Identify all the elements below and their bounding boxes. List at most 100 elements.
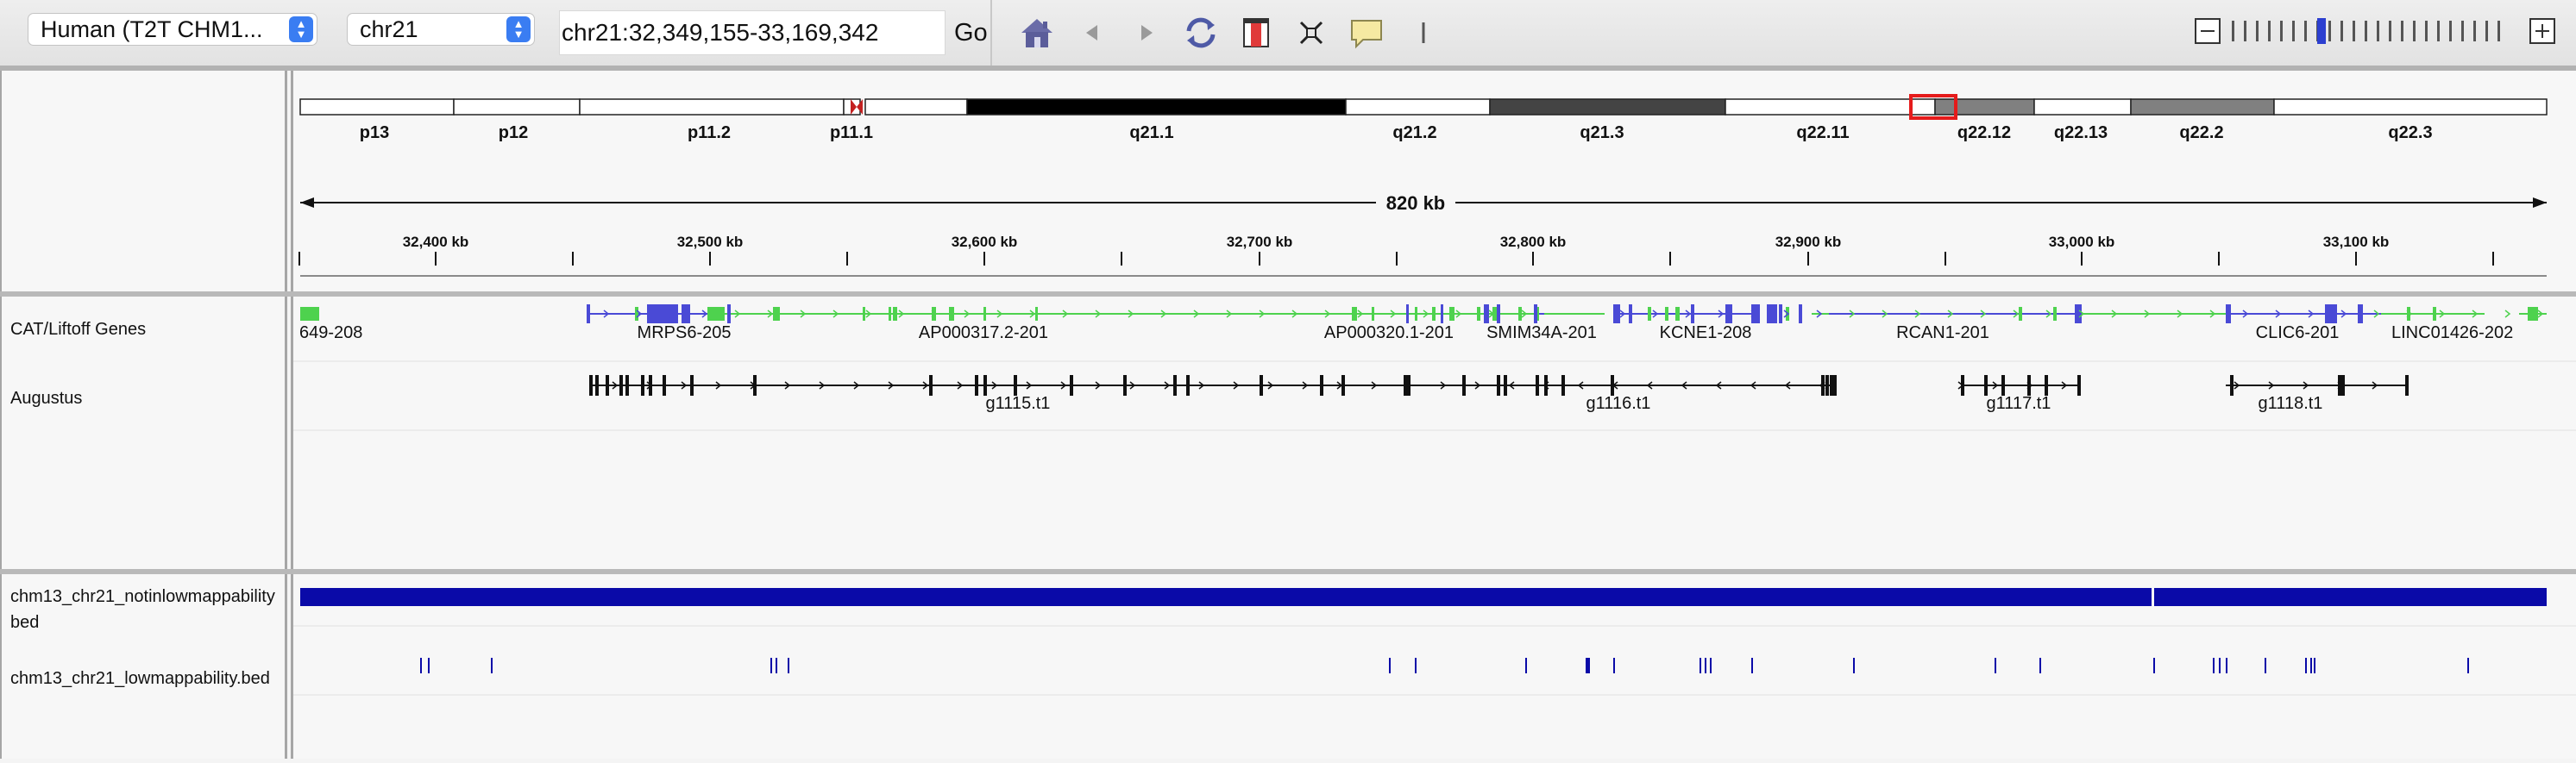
centromere-marker [851,99,863,115]
strand-arrow-icon [922,381,929,390]
zoom-level-tick[interactable] [2280,21,2283,41]
bed-feature [1710,658,1712,673]
strand-arrow-icon [1718,310,1725,318]
strand-arrow-icon [1474,381,1481,390]
strand-arrow-icon [1324,310,1331,318]
go-button[interactable]: Go [954,19,988,47]
augustus-exon [1070,375,1073,396]
zoom-level-tick[interactable] [2256,21,2259,41]
bed-feature [2213,658,2215,673]
zoom-level-tick[interactable] [2328,21,2331,41]
strand-arrow-icon [612,381,619,390]
gene-exon [682,304,690,323]
band-label: q22.12 [1957,123,2011,142]
bed-feature [1700,658,1701,673]
ruler-tick-label: 33,100 kb [2323,234,2390,250]
locus-input[interactable]: chr21:32,349,155-33,169,342 [559,10,946,55]
strand-arrow-icon [767,310,774,318]
feature-tracks-data-pane[interactable]: 649-208 MRPS6-205 AP000317.2-201 AP000320.1… [291,297,2576,569]
back-icon[interactable] [1071,12,1113,53]
gene-label: MRPS6-205 [638,323,732,342]
augustus-exon [983,375,987,396]
zoom-level-tick[interactable] [2232,21,2234,41]
augustus-exon [1341,375,1345,396]
zoom-level-tick[interactable] [2244,21,2246,41]
zoom-level-tick[interactable] [2365,21,2367,41]
band-label: q22.3 [2388,123,2432,142]
track-name-notinlowmappability[interactable]: chm13_chr21_notinlowmappability [10,587,275,606]
refresh-icon[interactable] [1180,12,1222,53]
genome-dropdown[interactable]: Human (T2T CHM1... ▲ ▼ [28,13,317,46]
zoom-level-tick[interactable] [2413,21,2416,41]
chromosome-dropdown[interactable]: chr21 ▲ ▼ [347,13,535,46]
ideogram-band [2033,98,2132,116]
gene-exon [2358,304,2363,323]
strand-arrow-icon [1302,381,1309,390]
ruler-tick-label: 32,700 kb [1227,234,1293,250]
augustus-exon [2077,375,2081,396]
zoom-level-tick[interactable] [2389,21,2391,41]
augustus-exon [589,375,593,396]
bed-feature [1389,658,1391,673]
zoom-level-tick[interactable] [2377,21,2379,41]
augustus-exon [641,375,644,396]
zoom-level-tick[interactable] [2449,21,2452,41]
strand-arrow-icon [1619,310,1626,318]
zoom-level-tick[interactable] [2425,21,2428,41]
strand-arrow-icon [1455,310,1462,318]
strand-arrow-icon [1980,310,1987,318]
zoom-widget[interactable] [2194,16,2556,47]
augustus-exon [929,375,933,396]
gene-exon [949,307,954,321]
zoom-level-tick[interactable] [2401,21,2403,41]
header-right-pane[interactable]: p13 p12 p11.2 p11.1 q21.1 q21.2 q21.3 q22.11 q22… [291,71,2576,291]
roi-icon[interactable] [1235,12,1277,53]
strand-arrow-icon [819,381,826,390]
gene-exon [1484,304,1489,323]
gene-label: AP000317.2-201 [919,323,1048,342]
fit-icon[interactable] [1291,12,1332,53]
zoom-level-tick[interactable] [2485,21,2488,41]
gene-exon [1725,304,1732,323]
zoom-level-tick[interactable] [2353,21,2355,41]
zoom-level-tick[interactable] [2304,21,2307,41]
track-name-cat-liftoff[interactable]: CAT/Liftoff Genes [10,320,147,339]
strand-arrow-icon [1060,381,1067,390]
ideogram-band [1725,98,1936,116]
strand-arrow-icon [1819,381,1825,390]
strand-arrow-icon [1750,310,1757,318]
bed-feature [776,658,777,673]
strand-arrow-icon [1508,381,1515,390]
forward-icon[interactable] [1126,12,1167,53]
bed-tracks-data-pane[interactable] [291,574,2576,759]
strand-arrow-icon [701,310,708,318]
zoom-level-tick[interactable] [2473,21,2476,41]
zoom-level-tick[interactable] [2437,21,2440,41]
augustus-exon [2027,375,2031,396]
zoom-level-tick[interactable] [2340,21,2343,41]
zoom-level-tick[interactable] [2461,21,2464,41]
augustus-exon [625,375,629,396]
popup-text-icon[interactable] [1346,12,1387,53]
gene-exon [1492,307,1498,321]
strand-arrow-icon [2026,381,2033,390]
strand-arrow-icon [1914,310,1921,318]
track-name-augustus[interactable]: Augustus [10,389,83,408]
zoom-level-tick[interactable] [2292,21,2295,41]
strand-arrow-icon [784,381,791,390]
bed-feature [1613,658,1615,673]
augustus-exon [1984,375,1988,396]
zoom-level-tick[interactable] [2497,21,2500,41]
bed-feature [1525,658,1527,673]
strand-arrow-icon [2177,310,2183,318]
strand-arrow-icon [888,381,895,390]
home-icon[interactable] [1016,12,1058,53]
gene-exon [1352,307,1357,321]
gene-exon [889,307,891,321]
track-name-lowmappability[interactable]: chm13_chr21_lowmappability.bed [10,669,270,688]
zoom-level-tick[interactable] [2268,21,2271,41]
gene-exon [2053,307,2057,321]
augustus-exon [606,375,609,396]
ruler-tick-label: 32,900 kb [1775,234,1842,250]
ruler-tick-label: 32,800 kb [1500,234,1567,250]
